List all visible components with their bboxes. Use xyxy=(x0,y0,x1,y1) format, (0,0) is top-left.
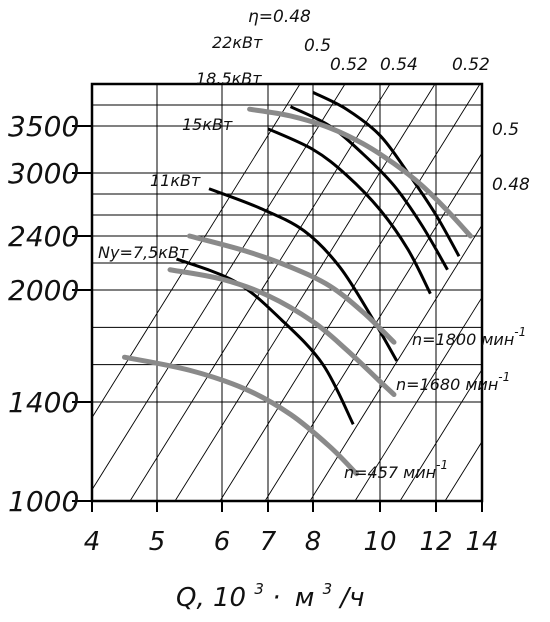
efficiency-label: 0.48 xyxy=(492,175,530,195)
y-tick-label: 3000 xyxy=(8,157,79,190)
x-tick-label: 10 xyxy=(363,527,396,557)
efficiency-diagonal xyxy=(309,224,482,501)
speed-curve-1 xyxy=(167,267,397,398)
x-label-q: Q, 10 xyxy=(176,583,246,613)
x-tick-label: 4 xyxy=(84,527,101,557)
y-tick-label: 1400 xyxy=(8,386,79,419)
y-tick-label: 3500 xyxy=(8,110,79,143)
x-label-per: /ч xyxy=(338,583,364,613)
x-label-exp2: 3 xyxy=(323,580,333,598)
power-curve-2 xyxy=(267,127,432,295)
y-tick-label: 2400 xyxy=(8,220,79,253)
power-label: Ny=7,5кВт xyxy=(98,243,189,262)
performance-curves xyxy=(122,91,473,477)
plot-frame xyxy=(90,82,484,503)
x-axis-label: Q, 10 3 · м 3 /ч xyxy=(176,571,365,613)
y-tick-label: 2000 xyxy=(8,274,79,307)
power-curve-0 xyxy=(312,91,461,257)
power-label: 15кВт xyxy=(182,115,233,134)
speed-label: n=457 мин-1 xyxy=(344,458,448,482)
efficiency-diagonal xyxy=(174,84,436,501)
x-tick-label: 8 xyxy=(305,527,322,557)
efficiency-diagonal xyxy=(535,84,550,501)
efficiency-diagonal xyxy=(219,84,481,501)
efficiency-diagonal xyxy=(444,440,482,501)
efficiency-diagonal xyxy=(92,84,346,491)
x-tick-labels: 4 5 6 7 8 10 12 14 xyxy=(84,527,499,557)
efficiency-label: 0.52 xyxy=(330,55,368,75)
power-label: 22кВт xyxy=(212,33,263,52)
curve-annotations: 22кВт 18.5кВт 15кВт 11кВт Ny=7,5кВт η=0.48 0.5… xyxy=(98,7,530,482)
x-tick-label: 6 xyxy=(214,527,231,557)
efficiency-diagonal xyxy=(264,152,482,501)
efficiency-label: 0.52 xyxy=(452,55,490,75)
speed-curve-3 xyxy=(247,106,473,239)
y-tick-label: 1000 xyxy=(8,485,79,518)
efficiency-diagonal xyxy=(354,296,482,501)
efficiency-diagonal xyxy=(399,368,482,501)
speed-label: n=1800 мин-1 xyxy=(412,325,526,349)
power-label: 11кВт xyxy=(150,171,201,190)
x-tick-label: 12 xyxy=(419,527,452,557)
x-label-dot: · xyxy=(272,583,280,613)
efficiency-diagonals xyxy=(92,84,550,501)
speed-curve-0 xyxy=(187,233,397,345)
power-label: 18.5кВт xyxy=(196,69,262,88)
y-tick-labels: 1000 1400 2000 2400 3000 3500 xyxy=(8,110,79,518)
x-label-m: м xyxy=(295,583,315,613)
power-curve-4 xyxy=(175,257,355,425)
x-tick-label: 7 xyxy=(260,527,277,557)
efficiency-label: 0.5 xyxy=(492,120,519,140)
efficiency-diagonal xyxy=(490,84,550,501)
speed-curve-2 xyxy=(122,354,360,477)
efficiency-label: η=0.48 xyxy=(248,7,311,27)
x-tick-label: 14 xyxy=(465,527,498,557)
efficiency-diagonal xyxy=(92,84,301,419)
speed-label: n=1680 мин-1 xyxy=(396,370,510,394)
efficiency-label: 0.5 xyxy=(304,36,331,56)
x-label-exp1: 3 xyxy=(254,580,264,598)
efficiency-label: 0.54 xyxy=(380,55,418,75)
x-tick-label: 5 xyxy=(149,527,166,557)
